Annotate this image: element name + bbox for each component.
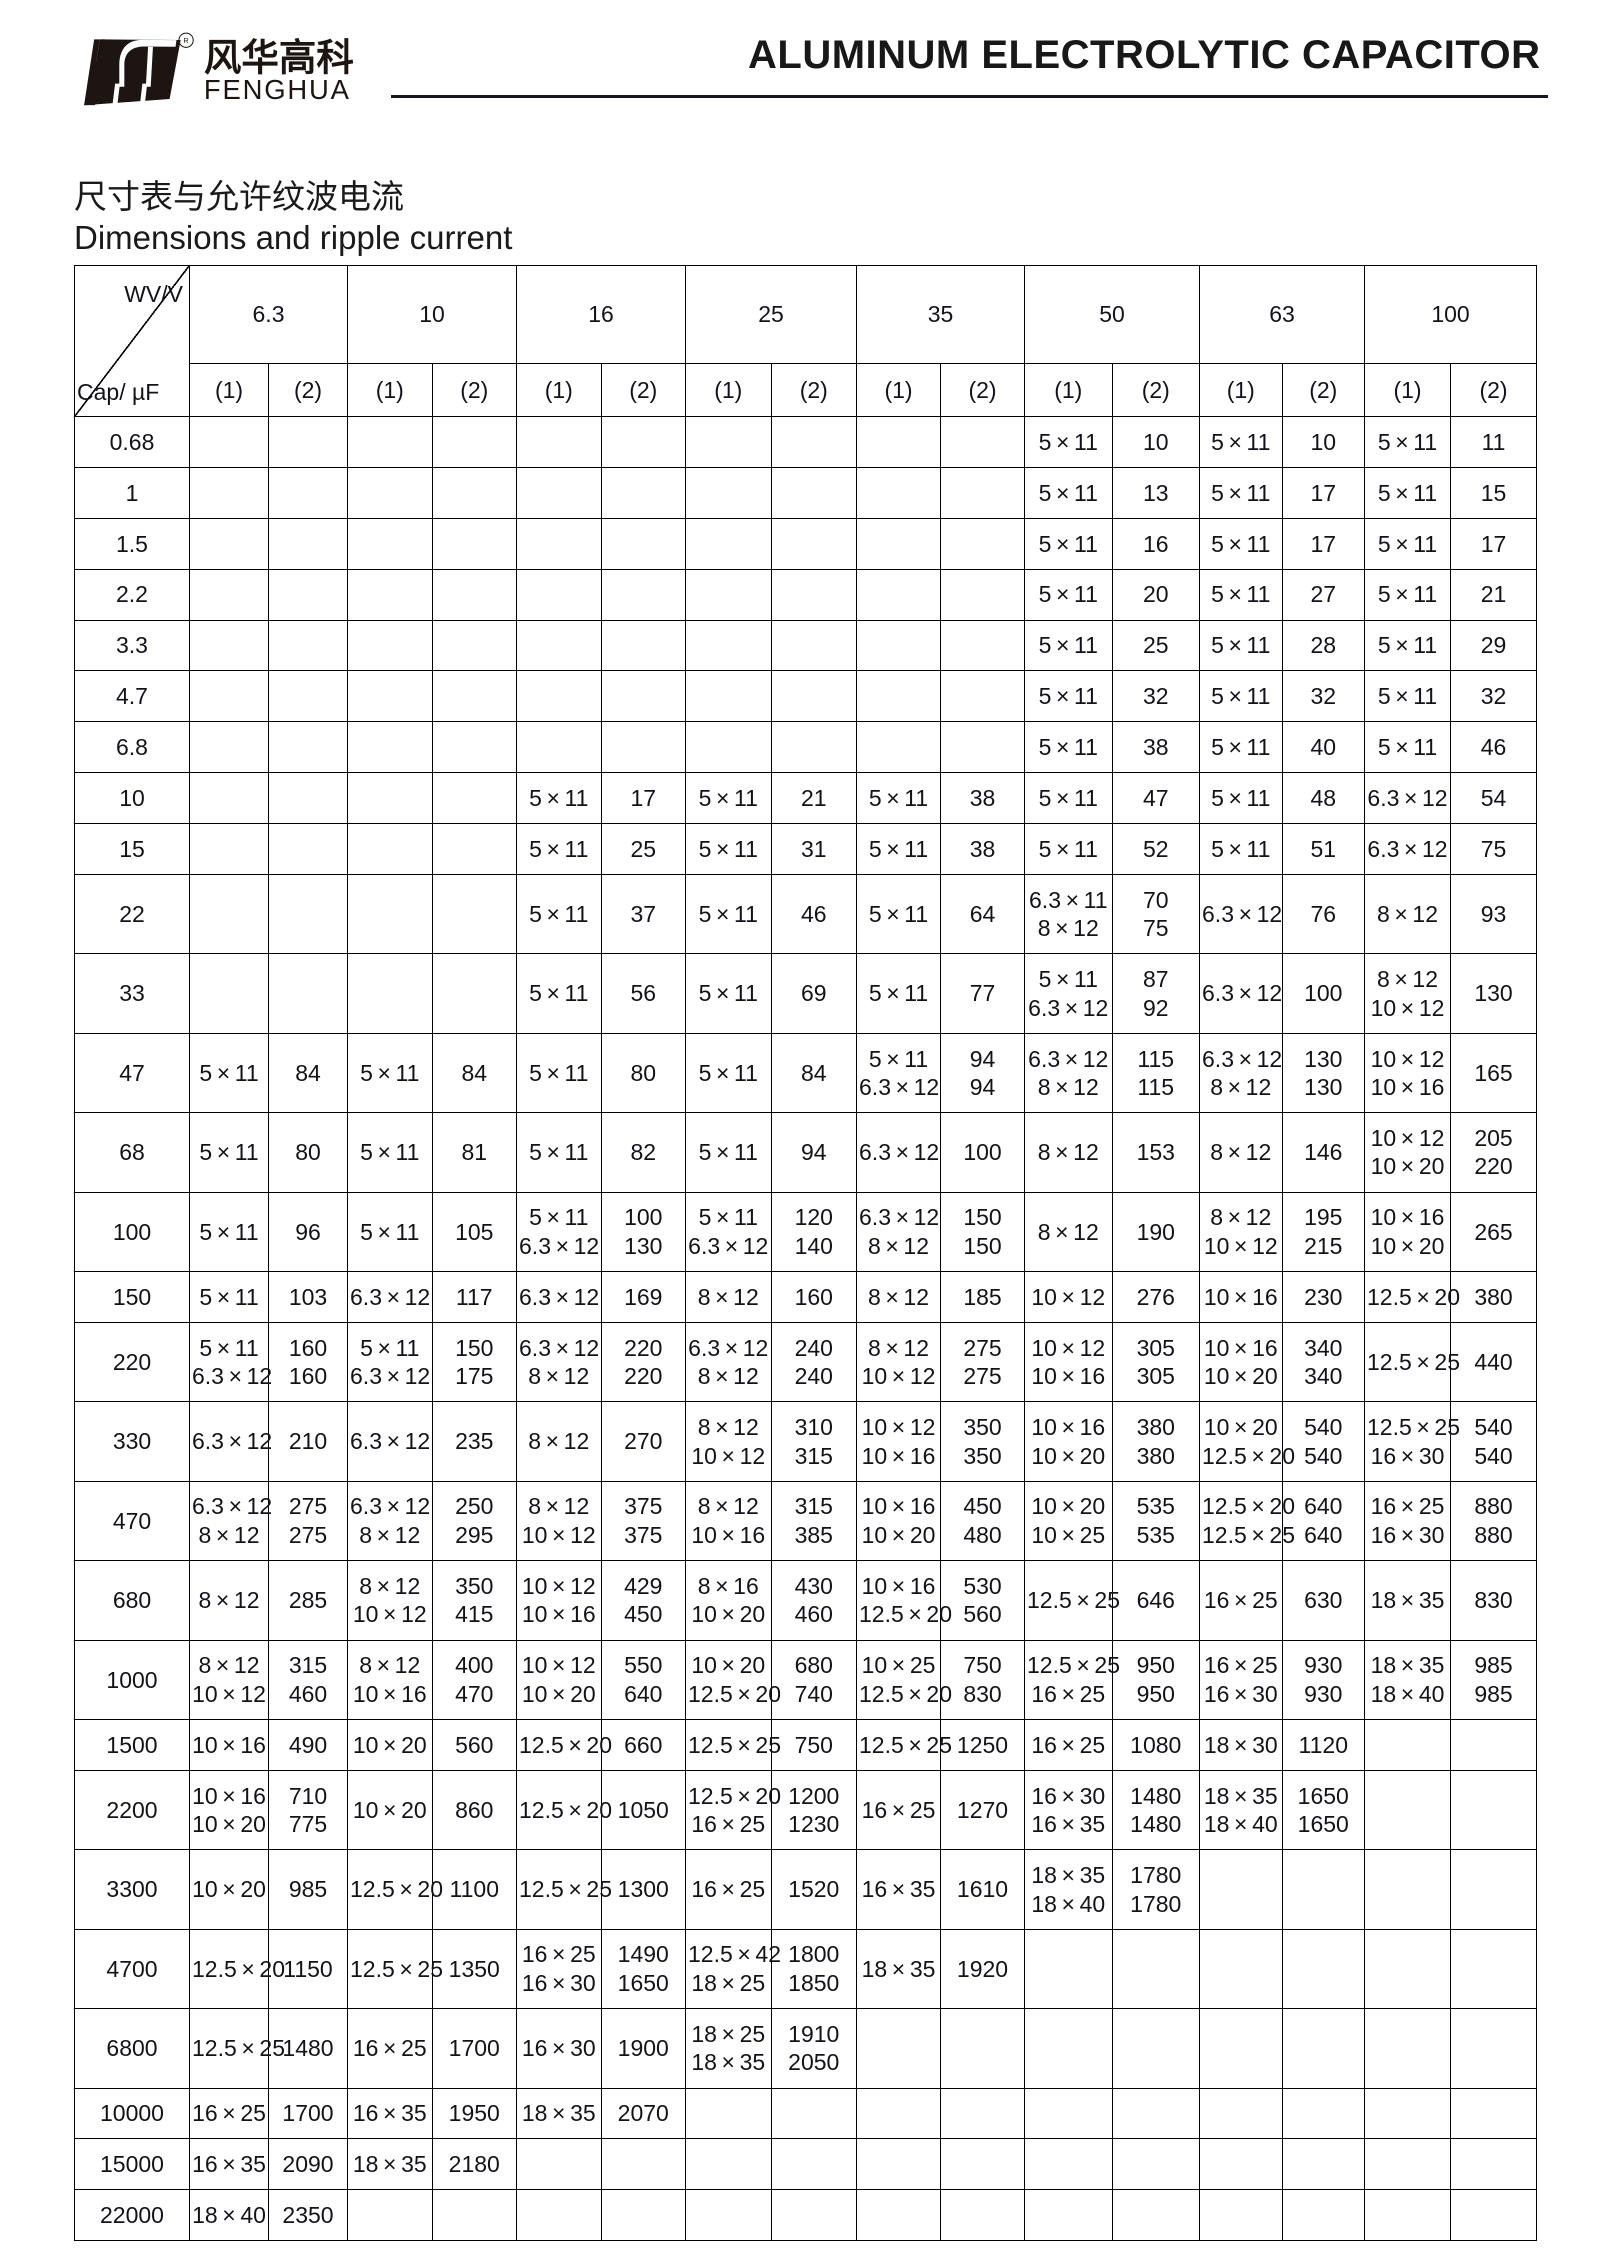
svg-text:R: R xyxy=(183,36,188,45)
svg-text:风华高科: 风华高科 xyxy=(204,36,354,78)
svg-text:FENGHUA: FENGHUA xyxy=(204,74,351,105)
